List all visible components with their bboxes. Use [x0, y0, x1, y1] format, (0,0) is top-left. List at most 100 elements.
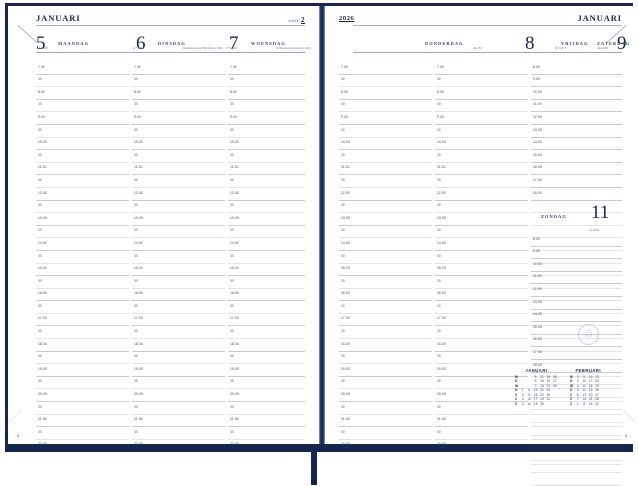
mini-calendar-day[interactable]: 24 — [595, 379, 599, 384]
time-slot-hour[interactable]: 18.00 — [531, 360, 622, 373]
time-slot-half[interactable]: 30 — [435, 150, 528, 163]
time-slot-half[interactable] — [531, 301, 622, 314]
time-slot-half[interactable]: 30 — [36, 377, 129, 390]
time-slot-hour[interactable]: 13.00 — [435, 213, 528, 226]
time-slot-half[interactable]: 30 — [435, 226, 528, 239]
time-slot-hour[interactable]: 14.00 — [531, 310, 622, 323]
time-slot-half[interactable]: 30 — [132, 276, 225, 289]
time-slot-half[interactable]: 30 — [132, 226, 225, 239]
time-slot-half[interactable]: 30 — [435, 75, 528, 88]
time-slot-hour[interactable]: 11.00 — [132, 163, 225, 176]
mini-calendar-januari[interactable]: JANUARI M 5 12 19 26 D 6 13 20 27 W 7 14 21 28 D 1 8 15 22 29… — [515, 368, 558, 407]
time-slot-hour[interactable]: 19.00 — [228, 364, 305, 377]
time-slot-hour[interactable]: 16.00 — [531, 163, 622, 176]
time-slot-half[interactable]: 30 — [339, 427, 432, 440]
time-slot-hour[interactable]: 14.00 — [435, 238, 528, 251]
time-slot-hour[interactable]: 20.00 — [132, 389, 225, 403]
time-slot-hour[interactable]: 12.00 — [531, 112, 622, 125]
time-slot-half[interactable] — [531, 427, 622, 440]
mini-calendar-day[interactable]: 25 — [540, 402, 544, 407]
time-column-friday[interactable]: 7.00 30 8.00 30 9.00 30 10.00 30 11.00 30 12.00 30 1… — [435, 62, 528, 453]
time-slot-half[interactable]: 30 — [339, 75, 432, 88]
time-slot-hour[interactable]: 10.00 — [339, 138, 432, 151]
mini-calendar-day[interactable]: 3 — [521, 397, 524, 402]
time-slot-half[interactable]: 30 — [228, 326, 305, 340]
time-slot-hour[interactable]: 13.00 — [339, 213, 432, 226]
time-slot-half[interactable]: 30 — [132, 251, 225, 264]
time-slot-half[interactable] — [531, 402, 622, 415]
time-slot-hour[interactable]: 20.00 — [435, 389, 528, 403]
time-slot-half[interactable]: 30 — [435, 301, 528, 314]
time-slot-half[interactable]: 30 — [339, 226, 432, 239]
time-slot-half[interactable] — [531, 389, 622, 403]
time-slot-half[interactable]: 30 — [339, 402, 432, 415]
time-slot-hour[interactable]: 20.00 — [36, 389, 129, 403]
time-slot-half[interactable]: 30 — [228, 301, 305, 314]
time-slot-half[interactable] — [531, 289, 622, 302]
time-slot-half[interactable]: 30 — [132, 352, 225, 365]
time-column-saturday[interactable]: 8.00 9.00 10.00 11.00 12.00 13.00 14.00 15.00 16… — [531, 62, 622, 465]
time-slot-hour[interactable]: 16.00 — [435, 289, 528, 302]
time-slot-hour[interactable]: 15.00 — [132, 264, 225, 277]
time-slot-hour[interactable]: 12.00 — [531, 284, 622, 297]
time-slot-half[interactable]: 30 — [435, 352, 528, 365]
time-slot-half[interactable]: 30 — [228, 427, 305, 440]
time-slot-hour[interactable]: 8.00 — [531, 234, 622, 247]
time-slot-hour[interactable]: 15.00 — [531, 150, 622, 163]
time-slot-hour[interactable]: 13.00 — [531, 125, 622, 138]
time-slot-hour[interactable]: 13.00 — [132, 213, 225, 226]
time-slot-half[interactable]: 30 — [36, 352, 129, 365]
time-slot-half[interactable] — [531, 452, 622, 465]
time-slot-hour[interactable]: 15.00 — [339, 264, 432, 277]
time-slot-half[interactable]: 30 — [435, 175, 528, 188]
mini-calendar-day[interactable]: 4 — [521, 402, 524, 407]
time-slot-half[interactable]: 30 — [228, 402, 305, 415]
mini-calendar-day[interactable]: 21 — [546, 383, 551, 388]
time-slot-hour[interactable]: 7.00 — [339, 62, 432, 75]
time-slot-half[interactable]: 30 — [339, 150, 432, 163]
time-slot-hour[interactable]: 9.00 — [36, 112, 129, 125]
mini-calendar-day[interactable]: 13 — [540, 379, 544, 384]
mini-calendar-day[interactable]: 27 — [595, 392, 599, 397]
time-slot-half[interactable] — [531, 238, 622, 251]
time-slot-hour[interactable]: 10.00 — [531, 259, 622, 272]
time-slot-hour[interactable]: 8.00 — [228, 87, 305, 100]
time-slot-half[interactable]: 30 — [36, 251, 129, 264]
mini-calendar-day[interactable]: 24 — [540, 397, 544, 402]
time-slot-hour[interactable]: 7.00 — [36, 62, 129, 75]
mini-calendar-day[interactable]: 2 — [576, 374, 579, 379]
mini-calendar-day[interactable]: 9 — [583, 374, 586, 379]
mini-calendar-day[interactable]: 2 — [521, 392, 524, 397]
mini-calendar-day[interactable]: 4 — [576, 383, 579, 388]
time-slot-half[interactable]: 30 — [435, 201, 528, 214]
mini-calendar-day[interactable]: 6 — [534, 379, 537, 384]
mini-calendar-day[interactable]: 29 — [546, 388, 551, 393]
time-slot-half[interactable]: 30 — [228, 175, 305, 188]
time-slot-hour[interactable]: 18.00 — [339, 339, 432, 352]
time-slot-half[interactable]: 30 — [228, 100, 305, 113]
time-slot-half[interactable]: 30 — [36, 125, 129, 138]
time-slot-half[interactable]: 30 — [339, 276, 432, 289]
time-slot-hour[interactable]: 14.00 — [531, 138, 622, 151]
time-slot-hour[interactable]: 18.00 — [36, 339, 129, 352]
time-slot-hour[interactable]: 8.00 — [435, 87, 528, 100]
time-slot-hour[interactable]: 10.00 — [132, 138, 225, 151]
time-slot-hour[interactable]: 8.00 — [36, 87, 129, 100]
mini-calendar-day[interactable]: 14 — [582, 397, 587, 402]
time-slot-hour[interactable]: 21.00 — [435, 415, 528, 428]
time-slot-half[interactable]: 30 — [435, 326, 528, 340]
time-slot-half[interactable]: 30 — [435, 125, 528, 138]
mini-calendar-day[interactable]: 31 — [546, 397, 551, 402]
mini-calendar-day[interactable]: 15 — [588, 402, 593, 407]
mini-calendar-day[interactable]: 19 — [546, 374, 551, 379]
mini-calendar-day[interactable]: 28 — [552, 383, 557, 388]
mini-calendar-day[interactable]: 26 — [595, 388, 599, 393]
mini-calendar-day[interactable]: 1 — [576, 402, 579, 407]
mini-calendar-day[interactable]: 27 — [552, 379, 557, 384]
time-slot-half[interactable]: 30 — [132, 301, 225, 314]
time-slot-hour[interactable]: 14.00 — [132, 238, 225, 251]
time-slot-hour[interactable]: 15.00 — [531, 322, 622, 335]
time-slot-hour[interactable]: 19.00 — [36, 364, 129, 377]
time-slot-half[interactable] — [531, 201, 622, 214]
time-slot-hour[interactable]: 11.00 — [36, 163, 129, 176]
